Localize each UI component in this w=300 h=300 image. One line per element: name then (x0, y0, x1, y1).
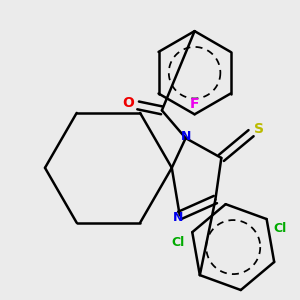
Text: S: S (254, 122, 264, 136)
Text: Cl: Cl (274, 223, 287, 236)
Text: O: O (122, 96, 134, 110)
Text: N: N (181, 130, 191, 142)
Text: F: F (190, 98, 199, 111)
Text: Cl: Cl (172, 236, 185, 249)
Text: N: N (172, 211, 183, 224)
